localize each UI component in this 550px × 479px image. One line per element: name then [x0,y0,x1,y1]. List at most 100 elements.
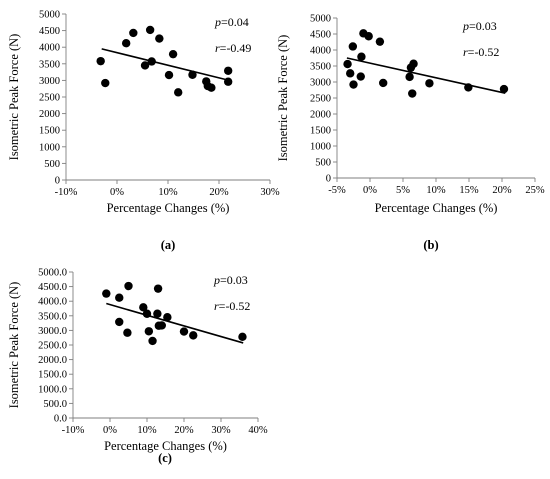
data-point [115,317,124,327]
p-value-label: p=0.03 [462,19,497,33]
y-tick-label: 1500 [39,126,60,137]
y-axis-title: Isometric Peak Force (N) [7,282,21,409]
data-point [189,331,198,340]
data-point [148,336,157,346]
x-tick-label: 15% [459,185,479,196]
x-tick-label: 10% [137,425,157,436]
data-point [349,80,358,89]
x-tick-label: -10% [55,187,78,198]
x-tick-label: 30% [260,187,280,198]
y-tick-label: 5000 [310,14,331,25]
y-tick-label: 0 [55,176,60,187]
data-point [115,293,124,302]
panel-caption: (a) [161,238,176,252]
x-axis-title: Percentage Changes (%) [375,201,498,215]
trendline [101,48,230,82]
p-symbol: p [214,15,221,29]
r-value-label: r=-0.52 [463,45,499,59]
data-point [379,78,388,88]
y-tick-label: 1500 [310,126,331,137]
y-tick-label: 3000 [39,76,60,87]
y-tick-label: 5000 [39,10,60,21]
data-point [499,84,509,94]
y-tick-label: 4500.0 [38,282,67,293]
data-point [121,39,131,48]
data-point [238,332,247,342]
data-point [405,72,414,82]
data-point [124,281,133,291]
data-point [153,284,163,293]
y-tick-label: 2000 [39,109,60,120]
x-axis-title: Percentage Changes (%) [107,201,230,215]
data-point [364,32,373,41]
data-point [140,61,150,70]
y-tick-label: 1500.0 [38,370,67,381]
x-tick-label: 10% [426,185,446,196]
data-point [223,77,233,86]
y-tick-label: 3500 [39,59,60,70]
y-tick-label: 0.0 [54,414,67,425]
trendline [346,57,506,94]
y-tick-label: 500 [315,158,331,169]
data-point [174,88,183,97]
x-tick-label: 40% [248,425,268,436]
data-point [163,313,172,322]
x-axis-title: Percentage Changes (%) [104,439,227,453]
data-point [164,70,174,80]
x-tick-label: 0% [110,187,124,198]
y-tick-label: 4500 [310,30,331,41]
trendline [106,302,244,344]
y-tick-label: 2500 [39,93,60,104]
data-point [425,79,434,88]
y-tick-label: 2500.0 [38,341,67,352]
p-value: =0.04 [221,15,249,29]
p-value: =0.03 [469,19,497,33]
x-tick-label: 0% [363,185,377,196]
data-point [153,309,162,318]
data-point [129,28,138,38]
y-tick-label: 2000 [310,110,331,121]
y-tick-label: 3000 [310,78,331,89]
data-point [102,289,111,298]
data-point [142,309,152,318]
data-point [348,42,358,51]
x-tick-label: 5% [396,185,410,196]
x-tick-label: 25% [525,185,545,196]
y-tick-label: 1000 [39,142,60,153]
y-tick-label: 3500 [310,62,331,73]
p-symbol: p [213,273,220,287]
data-point [157,321,166,330]
r-symbol: r [214,299,219,313]
p-value-label: p=0.04 [214,15,249,29]
data-point [145,25,155,35]
data-point [147,57,156,66]
y-tick-label: 500.0 [43,399,67,410]
r-value-label: r=-0.52 [214,299,250,313]
y-tick-label: 2000.0 [38,355,67,366]
y-tick-label: 1000 [310,142,331,153]
data-point [408,89,417,98]
x-tick-label: -5% [328,185,346,196]
data-point [123,328,132,337]
y-tick-label: 4500 [39,26,60,37]
y-tick-label: 500 [44,159,60,170]
y-tick-label: 2500 [310,94,331,105]
data-point [139,303,148,312]
data-point [188,70,197,79]
x-tick-label: 10% [158,187,178,198]
p-value: =0.03 [220,273,248,287]
x-tick-label: -10% [62,425,85,436]
y-tick-label: 0 [326,174,331,185]
data-point [144,327,154,336]
p-symbol: p [462,19,469,33]
data-point [356,72,365,81]
x-tick-label: 20% [209,187,229,198]
data-point [409,59,418,68]
data-point [223,66,233,75]
y-tick-label: 4000 [39,43,60,54]
x-tick-label: 20% [492,185,512,196]
y-axis-title: Isometric Peak Force (N) [276,35,290,162]
y-tick-label: 1000.0 [38,384,67,395]
data-point [343,59,352,69]
